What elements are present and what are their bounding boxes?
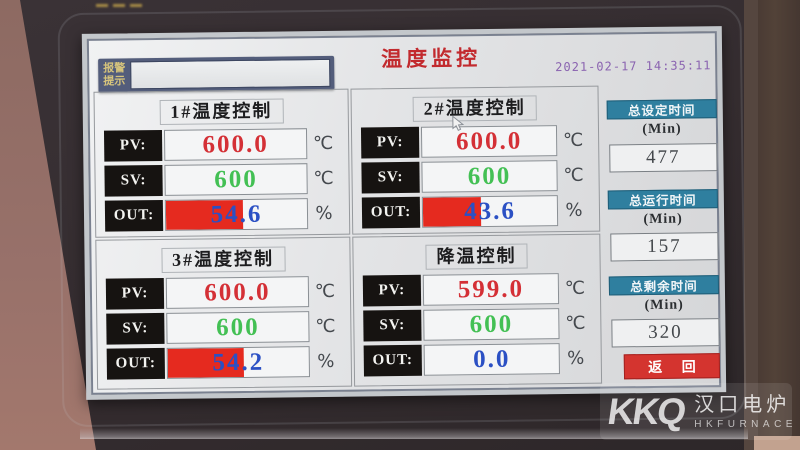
celsius-unit: ℃ [563,164,584,187]
bezel-bottom-highlight [80,428,748,439]
sv-row: SV: 600 ℃ [363,308,591,342]
out-row: OUT: 0.0 % [363,343,592,377]
out-row: OUT: 54.2 % [106,346,342,380]
sv-label: SV: [361,161,420,194]
celsius-unit: ℃ [312,132,334,155]
cabinet-right-frame [758,0,800,450]
out-label: OUT: [361,196,421,229]
cursor-icon [452,115,465,131]
out-value: 0.0 [473,345,511,374]
pv-row: PV: 600.0 ℃ [105,276,341,310]
sv-row: SV: 600 ℃ [104,163,339,197]
pv-display: 599.0 [422,273,560,306]
pv-label: PV: [103,129,163,162]
celsius-unit: ℃ [562,129,584,152]
sv-value: 600 [467,162,512,191]
pv-display: 600.0 [420,125,558,158]
pv-row: PV: 600.0 ℃ [103,128,339,162]
panel-zone3-temp-control: 3#温度控制 PV: 600.0 ℃ SV: 600 ℃ OUT: 54.2 [95,236,353,390]
pv-label: PV: [362,274,422,307]
sv-setpoint-field[interactable]: 600 [166,311,310,344]
total-remain-time-value: 320 [611,318,720,348]
sv-value: 600 [469,310,514,339]
panel-zone1-temp-control: 1#温度控制 PV: 600.0 ℃ SV: 600 ℃ OUT: 54.6 [93,88,351,238]
pv-label: PV: [105,277,165,310]
sv-row: SV: 600 ℃ [106,311,341,345]
total-remain-time-unit: (Min) [644,297,684,314]
panel-zone2-temp-control: 2#温度控制 PV: 600.0 ℃ SV: 600 ℃ OUT: 43.6 [350,85,601,235]
panel-cooling-control: 降温控制 PV: 599.0 ℃ SV: 600 ℃ OUT: 0.0 [352,233,603,387]
out-row: OUT: 43.6 % [361,195,590,229]
out-label: OUT: [106,347,166,380]
alarm-message-display [130,58,331,90]
bezel-right-edge [744,0,758,450]
sv-value: 600 [214,165,258,194]
sv-label: SV: [104,164,163,197]
brand-logo-kkq: KKQ [605,391,688,432]
percent-unit: % [317,350,335,373]
celsius-unit: ℃ [564,277,586,300]
brand-name-cn: 汉口电炉 [694,394,791,416]
pv-value: 600.0 [202,130,269,159]
sv-setpoint-field[interactable]: 600 [423,308,560,341]
out-display: 0.0 [423,343,560,376]
pv-label: PV: [360,126,420,159]
out-row: OUT: 54.6 % [104,198,340,232]
panel-title: 1#温度控制 [159,98,284,125]
total-set-time-value: 477 [609,143,718,173]
hmi-touchscreen: 报警 提示 温度监控 2021-02-17 14:35:11 1#温度控制 PV… [81,26,727,400]
pv-display: 600.0 [163,128,308,161]
celsius-unit: ℃ [565,312,586,335]
return-button[interactable]: 返 回 [623,353,721,380]
total-set-time-unit: (Min) [642,121,682,138]
alarm-banner: 报警 提示 [98,55,335,93]
total-remain-time-header: 总剩余时间 [608,275,720,296]
bezel-marking [96,0,166,7]
percent-unit: % [567,347,585,370]
out-display: 43.6 [421,195,559,228]
sv-row: SV: 600 ℃ [361,160,589,194]
pv-value: 599.0 [457,275,525,304]
pv-value: 600.0 [204,278,271,307]
brand-name-en: HKFURNACE [694,419,797,430]
out-display: 54.6 [164,198,309,231]
celsius-unit: ℃ [314,280,336,303]
pv-value: 600.0 [455,127,523,156]
celsius-unit: ℃ [315,315,336,338]
pv-row: PV: 599.0 ℃ [362,273,591,307]
pv-display: 600.0 [165,276,310,309]
page-title: 温度监控 [380,46,482,72]
alarm-label: 报警 提示 [103,62,126,88]
sv-setpoint-field[interactable]: 600 [421,160,558,193]
panel-title: 降温控制 [425,243,528,270]
panel-title: 2#温度控制 [412,95,537,122]
total-run-time-unit: (Min) [643,211,683,228]
sv-value: 600 [215,313,260,342]
sv-setpoint-field[interactable]: 600 [164,163,308,196]
out-label: OUT: [104,199,164,232]
brand-watermark: KKQ 汉口电炉 HKFURNACE [600,383,792,440]
percent-unit: % [315,202,333,225]
out-value: 43.6 [463,197,517,226]
total-set-time-header: 总设定时间 [606,99,717,120]
sv-label: SV: [106,312,165,345]
total-run-time-value: 157 [610,232,719,262]
out-value: 54.6 [210,200,263,229]
celsius-unit: ℃ [313,167,334,190]
percent-unit: % [565,199,583,222]
out-display: 54.2 [166,346,310,379]
floor-corner [754,436,800,450]
sv-label: SV: [363,309,422,342]
total-run-time-header: 总运行时间 [607,189,718,210]
datetime-display: 2021-02-17 14:35:11 [555,58,712,75]
pv-row: PV: 600.0 ℃ [360,125,589,159]
panel-title: 3#温度控制 [160,246,286,273]
out-label: OUT: [363,344,422,377]
out-value: 54.2 [212,348,265,377]
